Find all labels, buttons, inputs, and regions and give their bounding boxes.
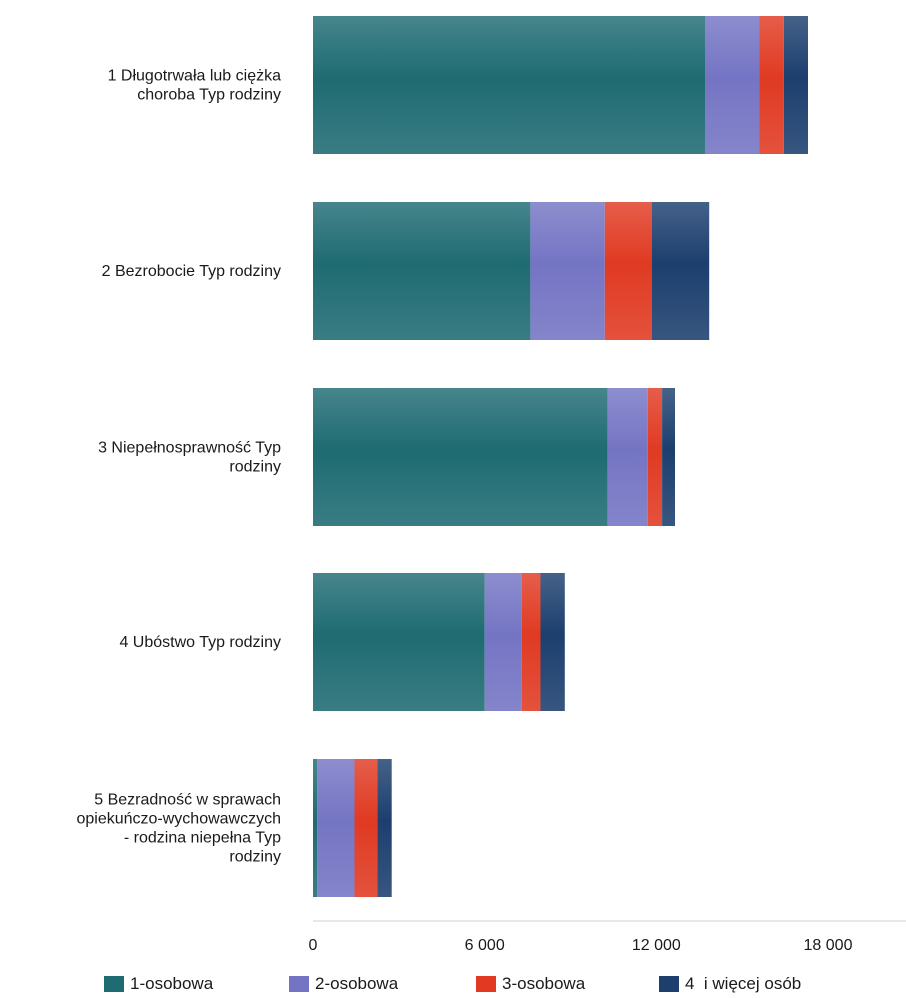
category-label-4: 4 Ubóstwo Typ rodziny — [119, 634, 281, 651]
bar-segment-2-2-osobowa — [530, 202, 605, 340]
bar-segment-3-4-i-wi-cej-os-b — [662, 388, 675, 526]
legend-label: 1-osobowa — [130, 974, 214, 993]
bar-segment-4-2-osobowa — [484, 573, 522, 711]
legend-label: 4 i więcej osób — [685, 974, 802, 993]
bar-segment-2-1-osobowa — [313, 202, 531, 340]
legend-swatch — [289, 976, 309, 992]
bar-segment-3-1-osobowa — [313, 388, 608, 526]
legend-item: 4 i więcej osób — [659, 974, 801, 994]
category-label-5: 5 Bezradność w sprawach opiekuńczo-wychow… — [76, 792, 281, 866]
legend-item: 3-osobowa — [476, 974, 585, 994]
legend-swatch — [659, 976, 679, 992]
legend-swatch — [476, 976, 496, 992]
bar-segment-3-2-osobowa — [607, 388, 648, 526]
x-tick-label: 18 000 — [804, 937, 853, 954]
bar-segment-5-1-osobowa — [313, 759, 318, 897]
bar-segment-5-4-i-wi-cej-os-b — [377, 759, 392, 897]
x-tick-label: 12 000 — [632, 937, 681, 954]
category-label-3: 3 Niepełnosprawność Typ rodziny — [98, 440, 281, 476]
chart: 1 Długotrwała lub ciężka choroba Typ rodz… — [76, 16, 906, 954]
legend-label: 3-osobowa — [502, 974, 586, 993]
bar-segment-2-3-osobowa — [604, 202, 652, 340]
bar-segment-1-3-osobowa — [759, 16, 784, 154]
bar-segment-5-3-osobowa — [354, 759, 378, 897]
x-tick-label: 6 000 — [465, 937, 505, 954]
bar-segment-1-2-osobowa — [705, 16, 760, 154]
bar-segment-4-1-osobowa — [313, 573, 485, 711]
bar-segment-2-4-i-wi-cej-os-b — [652, 202, 710, 340]
category-label-1: 1 Długotrwała lub ciężka choroba Typ rodz… — [108, 68, 282, 104]
bar-segment-1-1-osobowa — [313, 16, 705, 154]
legend-label: 2-osobowa — [315, 974, 399, 993]
legend-swatch — [104, 976, 124, 992]
legend: 1-osobowa 2-osobowa 3-osobowa 4 i więcej os… — [0, 974, 906, 998]
x-tick-label: 0 — [309, 937, 318, 954]
bar-segment-3-3-osobowa — [647, 388, 663, 526]
bar-segment-5-2-osobowa — [317, 759, 355, 897]
bar-segment-4-4-i-wi-cej-os-b — [540, 573, 565, 711]
category-label-2: 2 Bezrobocie Typ rodziny — [102, 263, 281, 280]
legend-item: 1-osobowa — [104, 974, 213, 994]
legend-item: 2-osobowa — [289, 974, 398, 994]
bar-segment-1-4-i-wi-cej-os-b — [783, 16, 808, 154]
bar-segment-4-3-osobowa — [521, 573, 541, 711]
